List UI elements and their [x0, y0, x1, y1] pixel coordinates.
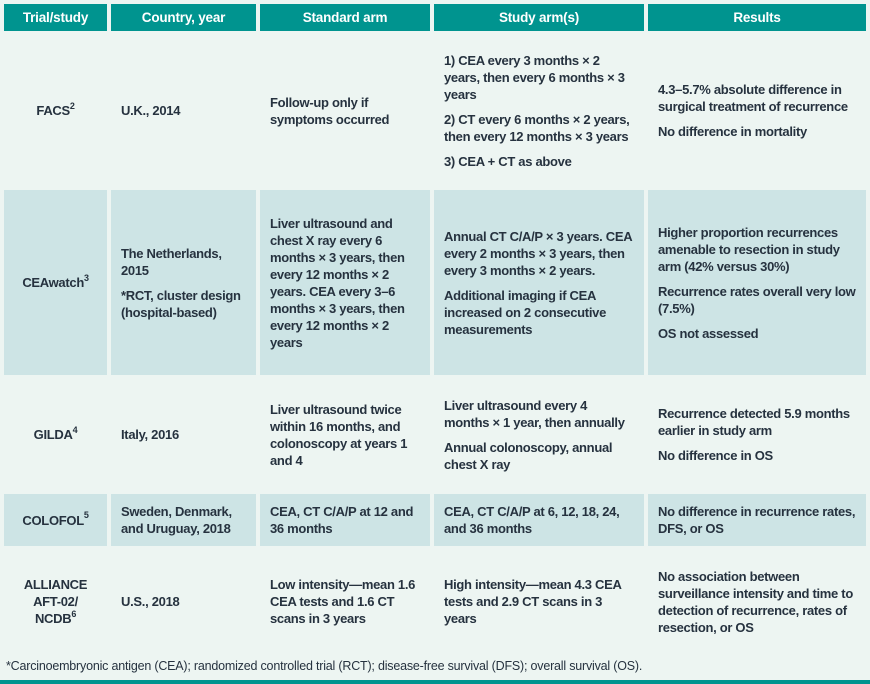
cell-paragraph: Higher proportion recurrences amenable t…	[658, 224, 840, 274]
trial-name-line: COLOFOL5	[22, 510, 89, 528]
table-footnote: *Carcinoembryonic antigen (CEA); randomi…	[6, 659, 643, 673]
standard-arm-cell: Low intensity—mean 1.6 CEA tests and 1.6…	[260, 550, 430, 653]
country-cell: The Netherlands, 2015 *RCT, cluster desig…	[111, 190, 256, 375]
column-header-study-arms: Study arm(s)	[434, 4, 644, 31]
cell-paragraph: Liver ultrasound every 4 months × 1 year…	[444, 397, 625, 430]
cell-paragraph: Sweden, Denmark, and Uruguay, 2018	[121, 504, 232, 536]
cell-paragraph: Additional imaging if CEA increased on 2…	[444, 287, 606, 337]
cell-paragraph: Annual CT C/A/P × 3 years. CEA every 2 m…	[444, 228, 632, 278]
cell-paragraph: Liver ultrasound twice within 16 months,…	[270, 401, 408, 468]
cell-paragraph: Recurrence rates overall very low (7.5%)	[658, 283, 856, 316]
cell-paragraph: Annual colonoscopy, annual chest X ray	[444, 439, 613, 472]
cell-paragraph: The Netherlands, 2015	[121, 245, 222, 278]
cell-paragraph: U.K., 2014	[121, 103, 181, 118]
study-arm-cell: 1) CEA every 3 months × 2 years, then ev…	[434, 35, 644, 186]
study-arm-cell: Liver ultrasound every 4 months × 1 year…	[434, 379, 644, 490]
standard-arm-cell: CEA, CT C/A/P at 12 and 36 months	[260, 494, 430, 546]
trial-name-line: FACS2	[36, 100, 75, 118]
study-arm-cell: Annual CT C/A/P × 3 years. CEA every 2 m…	[434, 190, 644, 375]
table-row: FACS2 U.K., 2014 Follow-up only if symptom…	[4, 35, 866, 186]
surveillance-trials-table: Trial/study Country, year Standard arm S…	[4, 4, 866, 653]
table-row: ALLIANCE AFT-02/NCDB6 U.S., 2018 Low intens…	[4, 550, 866, 653]
standard-arm-cell: Liver ultrasound twice within 16 months,…	[260, 379, 430, 490]
column-header-standard-arm: Standard arm	[260, 4, 430, 31]
country-cell: U.K., 2014	[111, 35, 256, 186]
cell-paragraph: U.S., 2018	[121, 594, 180, 609]
cell-paragraph: No difference in mortality	[658, 124, 807, 139]
reference-superscript: 2	[69, 100, 75, 111]
cell-paragraph: OS not assessed	[658, 325, 759, 341]
table-row: CEAwatch3 The Netherlands, 2015 *RCT, clus…	[4, 190, 866, 375]
cell-paragraph: Low intensity—mean 1.6 CEA tests and 1.6…	[270, 577, 416, 626]
cell-paragraph: 4.3–5.7% absolute difference in surgical…	[658, 82, 848, 114]
table-body: FACS2 U.K., 2014 Follow-up only if symptom…	[4, 35, 866, 653]
country-cell: U.S., 2018	[111, 550, 256, 653]
cell-paragraph: No association between surveillance inte…	[658, 568, 853, 635]
country-cell: Italy, 2016	[111, 379, 256, 490]
reference-superscript: 6	[71, 608, 77, 619]
column-header-results: Results	[648, 4, 866, 31]
results-cell: 4.3–5.7% absolute difference in surgical…	[648, 35, 866, 186]
study-arm-cell: High intensity—mean 4.3 CEA tests and 2.…	[434, 550, 644, 653]
cell-paragraph: 1) CEA every 3 months × 2 years, then ev…	[444, 52, 625, 102]
results-cell: No association between surveillance inte…	[648, 550, 866, 653]
column-header-trial-study: Trial/study	[4, 4, 107, 31]
country-cell: Sweden, Denmark, and Uruguay, 2018	[111, 494, 256, 546]
cell-paragraph: Italy, 2016	[121, 427, 179, 442]
trial-name-line: ALLIANCE	[23, 577, 88, 592]
cell-paragraph: Recurrence detected 5.9 months earlier i…	[658, 406, 850, 438]
trial-name-line: GILDA4	[33, 424, 78, 442]
cell-paragraph: 3) CEA + CT as above	[444, 153, 572, 169]
cell-paragraph: Follow-up only if symptoms occurred	[270, 94, 390, 127]
reference-superscript: 5	[83, 510, 89, 521]
cell-paragraph: No difference in OS	[658, 448, 773, 463]
trial-name-cell: GILDA4	[4, 379, 107, 490]
trial-name-line: AFT-02/	[33, 594, 78, 609]
table-row: GILDA4 Italy, 2016 Liver ultrasound twice …	[4, 379, 866, 490]
bottom-rule	[0, 680, 870, 684]
standard-arm-cell: Follow-up only if symptoms occurred	[260, 35, 430, 186]
trial-name-line: CEAwatch3	[22, 272, 89, 290]
cell-paragraph: CEA, CT C/A/P at 6, 12, 18, 24, and 36 m…	[444, 504, 620, 536]
cell-paragraph: CEA, CT C/A/P at 12 and 36 months	[270, 504, 414, 536]
trial-name-cell: FACS2	[4, 35, 107, 186]
results-cell: Higher proportion recurrences amenable t…	[648, 190, 866, 375]
results-cell: No difference in recurrence rates, DFS, …	[648, 494, 866, 546]
cell-paragraph: *RCT, cluster design (hospital-based)	[121, 287, 241, 320]
study-arm-cell: CEA, CT C/A/P at 6, 12, 18, 24, and 36 m…	[434, 494, 644, 546]
results-cell: Recurrence detected 5.9 months earlier i…	[648, 379, 866, 490]
table-header-row: Trial/study Country, year Standard arm S…	[4, 4, 866, 31]
cell-paragraph: Liver ultrasound and chest X ray every 6…	[270, 215, 405, 350]
trial-name-cell: COLOFOL5	[4, 494, 107, 546]
cell-paragraph: High intensity—mean 4.3 CEA tests and 2.…	[444, 577, 622, 626]
column-header-country-year: Country, year	[111, 4, 256, 31]
trial-name-cell: CEAwatch3	[4, 190, 107, 375]
reference-superscript: 4	[72, 424, 78, 435]
trial-name-line: NCDB6	[34, 608, 77, 626]
standard-arm-cell: Liver ultrasound and chest X ray every 6…	[260, 190, 430, 375]
trial-name-cell: ALLIANCE AFT-02/NCDB6	[4, 550, 107, 653]
table-row: COLOFOL5 Sweden, Denmark, and Uruguay, 20…	[4, 494, 866, 546]
reference-superscript: 3	[83, 272, 89, 283]
cell-paragraph: No difference in recurrence rates, DFS, …	[658, 504, 856, 536]
cell-paragraph: 2) CT every 6 months × 2 years, then eve…	[444, 111, 630, 144]
